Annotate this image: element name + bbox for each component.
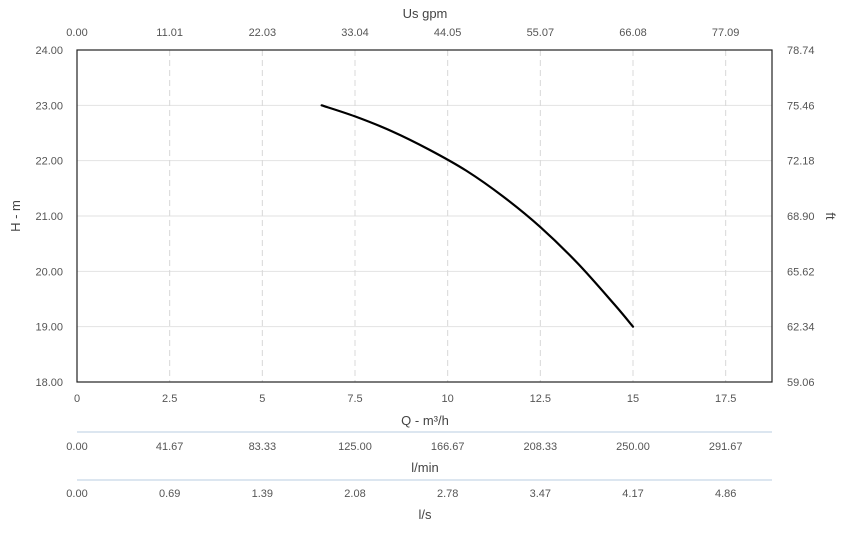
x-tick-label: 5 [259,393,265,405]
ls-tick-label: 0.69 [159,488,180,500]
lmin-tick-label: 291.67 [709,441,743,453]
ls-tick-label: 3.47 [530,488,551,500]
y-axis-title: H - m [8,200,23,232]
top-tick-label: 66.08 [619,27,647,39]
x-tick-label: 2.5 [162,393,177,405]
right-tick-label: 78.74 [787,45,815,57]
y-tick-label: 19.00 [35,322,63,334]
y-tick-label: 23.00 [35,100,63,112]
right-tick-label: 59.06 [787,377,815,389]
lmin-tick-label: 41.67 [156,441,184,453]
right-axis-title: ft [823,212,838,220]
pump-curve-line [320,104,635,328]
x-tick-label: 10 [442,393,454,405]
lmin-axis-title: l/min [411,460,438,475]
x-tick-label: 0 [74,393,80,405]
lmin-tick-label: 125.00 [338,441,372,453]
x-tick-label: 15 [627,393,639,405]
right-tick-label: 72.18 [787,156,815,168]
y-tick-label: 24.00 [35,45,63,57]
ls-tick-label: 2.08 [344,488,365,500]
plot-area-border [76,49,773,383]
ls-tick-label: 0.00 [66,488,87,500]
top-axis-title: Us gpm [403,6,448,21]
ls-axis-title: l/s [419,507,433,522]
right-tick-label: 75.46 [787,100,815,112]
lmin-tick-label: 0.00 [66,441,87,453]
lmin-tick-label: 250.00 [616,441,650,453]
lmin-tick-label: 83.33 [249,441,277,453]
top-tick-label: 77.09 [712,27,740,39]
x-tick-label: 12.5 [530,393,551,405]
right-tick-label: 68.90 [787,211,815,223]
top-tick-label: 0.00 [66,27,87,39]
x-axis-title: Q - m³/h [401,413,449,428]
ls-tick-label: 4.17 [622,488,643,500]
ls-tick-label: 2.78 [437,488,458,500]
right-tick-label: 62.34 [787,322,815,334]
lmin-tick-label: 166.67 [431,441,465,453]
series-layer [320,104,635,328]
y-tick-label: 18.00 [35,377,63,389]
top-tick-label: 11.01 [156,27,183,39]
x-tick-label: 7.5 [347,393,362,405]
x-tick-label: 17.5 [715,393,736,405]
y-tick-label: 20.00 [35,266,63,278]
top-tick-label: 44.05 [434,27,462,39]
ls-tick-label: 4.86 [715,488,736,500]
top-tick-label: 33.04 [341,27,369,39]
right-tick-label: 65.62 [787,266,815,278]
axes-layer: 0 2.5 5 7.5 10 12.5 15 17.5 0.00 11.01 22.03 33.04 4… [35,27,814,500]
y-tick-label: 22.00 [35,156,63,168]
y-tick-label: 21.00 [35,211,63,223]
lmin-tick-label: 208.33 [524,441,558,453]
top-tick-label: 55.07 [527,27,555,39]
grid-layer [77,50,772,382]
top-tick-label: 22.03 [249,27,277,39]
ls-tick-label: 1.39 [252,488,273,500]
